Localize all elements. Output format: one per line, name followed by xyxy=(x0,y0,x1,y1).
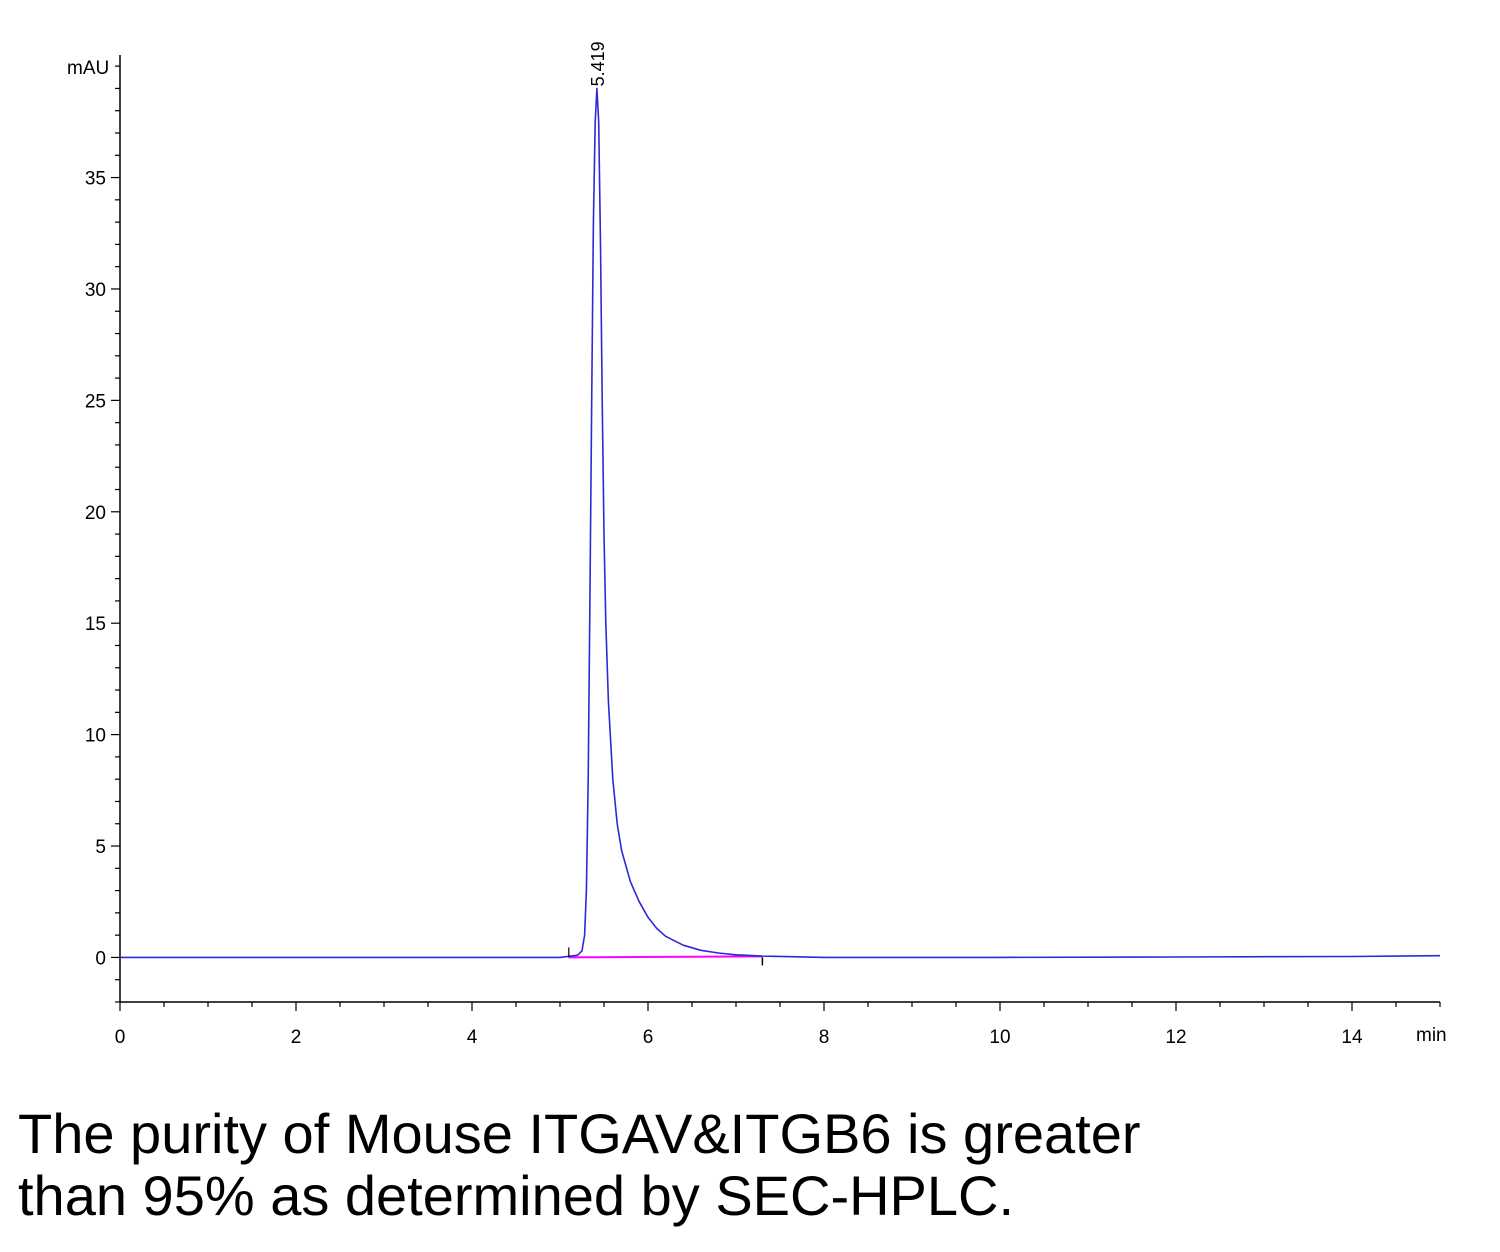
y-tick-label: 10 xyxy=(85,726,106,747)
integration-baseline xyxy=(568,955,763,959)
plot-area: 5.419 xyxy=(120,41,1441,966)
y-tick-label: 20 xyxy=(85,503,106,524)
signal-trace xyxy=(120,87,1441,959)
x-tick-label: 4 xyxy=(467,1027,478,1048)
x-tick-label: 10 xyxy=(989,1027,1010,1048)
caption-line-1: The purity of Mouse ITGAV&ITGB6 is great… xyxy=(18,1102,1141,1165)
peak-label: 5.419 xyxy=(588,41,608,86)
x-tick-label: 8 xyxy=(819,1027,830,1048)
ticks: 0 5 10 15 20 25 30 35 0 2 4 6 8 10 12 14 xyxy=(85,65,1441,1048)
y-axis-unit-label: mAU xyxy=(67,58,109,79)
y-tick-label: 35 xyxy=(85,169,106,190)
axes xyxy=(119,55,1440,1003)
y-tick-label: 15 xyxy=(85,614,106,635)
y-tick-label: 30 xyxy=(85,280,106,301)
y-tick-label: 0 xyxy=(95,948,106,969)
x-tick-label: 6 xyxy=(643,1027,654,1048)
y-tick-label: 25 xyxy=(85,391,106,412)
caption-line-2: than 95% as determined by SEC-HPLC. xyxy=(18,1164,1015,1227)
caption: The purity of Mouse ITGAV&ITGB6 is great… xyxy=(18,1103,1478,1227)
x-tick-label: 2 xyxy=(291,1027,302,1048)
x-tick-label: 12 xyxy=(1165,1027,1186,1048)
x-tick-label: 14 xyxy=(1341,1027,1363,1048)
x-axis-unit-label: min xyxy=(1416,1025,1447,1046)
x-tick-label: 0 xyxy=(115,1027,126,1048)
y-tick-label: 5 xyxy=(95,837,106,858)
chromatogram-chart: mAU min 0 5 10 15 20 25 30 35 0 2 4 6 8 10 12 14 5.419 xyxy=(67,41,1447,1048)
